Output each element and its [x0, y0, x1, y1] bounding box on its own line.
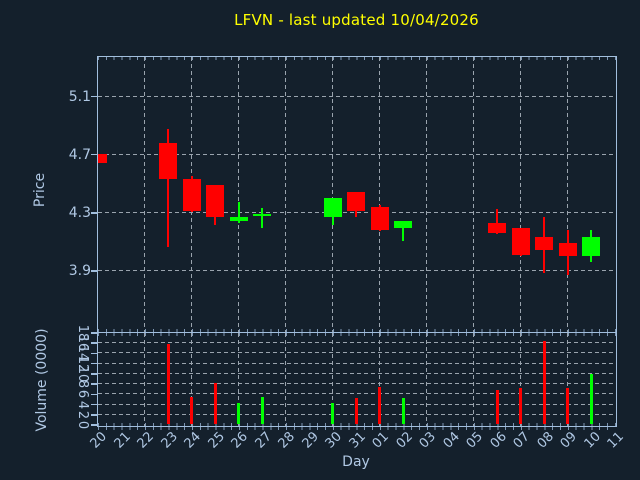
day-gridline: [238, 332, 239, 426]
day-gridline: [426, 56, 427, 332]
volume-tick-mark: [91, 383, 97, 385]
price-bottom-ticks: [97, 329, 616, 332]
volume-bar: [190, 396, 193, 425]
candle-body: [488, 222, 506, 233]
volume-bar: [589, 373, 593, 425]
candle-wick: [167, 129, 169, 248]
candle-wick: [496, 209, 498, 235]
volume-tick-mark: [91, 393, 97, 396]
day-gridline: [332, 56, 333, 332]
price-tick-label: 4.7: [68, 146, 91, 163]
candle-body: [97, 154, 107, 163]
volume-bar: [354, 397, 358, 425]
volume-axis-label: Volume (0000): [34, 328, 50, 432]
candle-body: [582, 237, 600, 257]
volume-bar: [260, 396, 264, 425]
volume-tick-mark: [91, 362, 97, 365]
volume-tick-mark: [91, 424, 97, 426]
candle-wick: [261, 208, 263, 229]
volume-bar: [331, 402, 334, 425]
candle-wick: [237, 202, 240, 223]
volume-bar: [495, 390, 499, 425]
candle-body: [253, 213, 271, 216]
volume-bar: [401, 398, 405, 425]
day-gridline: [238, 56, 239, 332]
volume-gridline: [97, 352, 616, 354]
candle-body: [394, 221, 412, 229]
volume-tick-mark: [91, 332, 97, 334]
day-gridline: [379, 56, 380, 332]
price-tick-label: 3.9: [68, 263, 91, 280]
candle-body: [370, 206, 389, 230]
candle-body: [159, 142, 177, 179]
day-gridline: [567, 332, 568, 426]
candle-wick: [402, 221, 404, 242]
volume-tick-mark: [91, 342, 97, 344]
day-gridline: [144, 56, 145, 332]
day-gridline: [567, 56, 568, 332]
x-axis-outer-ticks: [98, 426, 615, 430]
volume-bar: [166, 343, 170, 425]
candle-body: [323, 197, 342, 217]
price-tick-mark: [90, 153, 97, 156]
day-gridline: [332, 332, 333, 426]
day-gridline: [520, 332, 521, 426]
volume-top-ticks: [97, 332, 616, 336]
price-tick-mark: [90, 95, 97, 98]
price-gridline: [97, 270, 616, 272]
day-gridline: [144, 332, 145, 426]
volume-tick-mark: [91, 352, 97, 355]
volume-gridline: [97, 342, 616, 344]
price-gridline: [97, 95, 616, 97]
candle-body: [558, 242, 577, 257]
day-gridline: [520, 56, 521, 332]
volume-gridline: [97, 383, 616, 385]
candle-body: [347, 192, 365, 211]
volume-bar: [519, 387, 522, 425]
volume-tick-mark: [91, 403, 97, 406]
candle-body: [535, 237, 553, 251]
volume-bar: [566, 387, 569, 425]
day-gridline: [191, 332, 192, 426]
volume-tick-label: 18: [75, 324, 91, 342]
chart-title: LFVN - last updated 10/04/2026: [234, 11, 479, 29]
price-top-ticks: [97, 56, 616, 60]
volume-gridline: [97, 362, 616, 364]
day-gridline: [473, 56, 474, 332]
day-gridline: [285, 332, 286, 426]
volume-bar: [237, 402, 240, 425]
candle-body: [511, 228, 530, 255]
candle-body: [182, 178, 201, 211]
day-gridline: [426, 332, 427, 426]
volume-bar: [378, 387, 381, 425]
price-gridline: [97, 153, 616, 155]
day-axis-label: Day: [342, 454, 370, 470]
volume-bar: [542, 340, 546, 425]
price-tick-label: 4.3: [68, 204, 91, 221]
candle-body: [206, 184, 224, 217]
volume-gridline: [97, 372, 616, 374]
price-axis-label: Price: [32, 172, 48, 208]
volume-bar: [213, 382, 217, 425]
day-gridline: [285, 56, 286, 332]
price-tick-label: 5.1: [68, 88, 91, 105]
volume-gridline: [97, 393, 616, 395]
day-gridline: [473, 332, 474, 426]
volume-tick-mark: [91, 373, 97, 375]
price-tick-mark: [90, 270, 97, 272]
day-gridline: [379, 332, 380, 426]
price-plot-area: [96, 55, 617, 333]
candle-body: [229, 216, 248, 222]
volume-plot-area: [96, 331, 617, 427]
price-tick-mark: [90, 212, 97, 214]
volume-tick-mark: [91, 414, 97, 416]
